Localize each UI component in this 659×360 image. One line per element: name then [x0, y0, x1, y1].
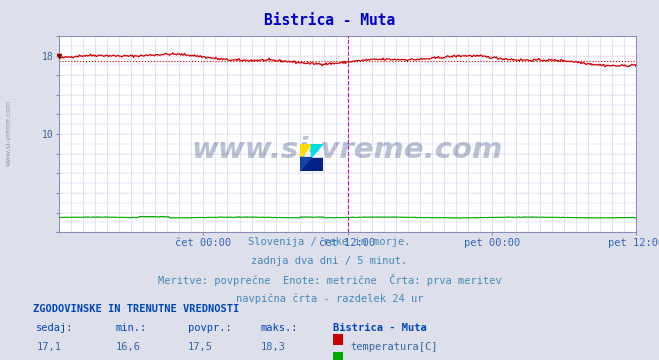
Text: 17,1: 17,1 [36, 342, 61, 352]
Text: 16,6: 16,6 [115, 342, 140, 352]
Text: Slovenija / reke in morje.: Slovenija / reke in morje. [248, 237, 411, 247]
Polygon shape [300, 158, 323, 171]
Text: min.:: min.: [115, 323, 146, 333]
Text: 18,3: 18,3 [260, 342, 285, 352]
Text: Meritve: povprečne  Enote: metrične  Črta: prva meritev: Meritve: povprečne Enote: metrične Črta:… [158, 274, 501, 286]
Text: temperatura[C]: temperatura[C] [350, 342, 438, 352]
Text: zadnja dva dni / 5 minut.: zadnja dva dni / 5 minut. [251, 256, 408, 266]
Text: ZGODOVINSKE IN TRENUTNE VREDNOSTI: ZGODOVINSKE IN TRENUTNE VREDNOSTI [33, 304, 239, 314]
Polygon shape [312, 144, 323, 158]
Text: www.si-vreme.com: www.si-vreme.com [192, 136, 503, 164]
Text: sedaj:: sedaj: [36, 323, 74, 333]
Polygon shape [300, 144, 312, 158]
Polygon shape [300, 158, 312, 171]
Text: maks.:: maks.: [260, 323, 298, 333]
Text: www.si-vreme.com: www.si-vreme.com [5, 100, 12, 166]
Text: navpična črta - razdelek 24 ur: navpična črta - razdelek 24 ur [236, 293, 423, 303]
Text: povpr.:: povpr.: [188, 323, 231, 333]
Text: Bistrica - Muta: Bistrica - Muta [333, 323, 426, 333]
Text: 17,5: 17,5 [188, 342, 213, 352]
Text: Bistrica - Muta: Bistrica - Muta [264, 13, 395, 28]
